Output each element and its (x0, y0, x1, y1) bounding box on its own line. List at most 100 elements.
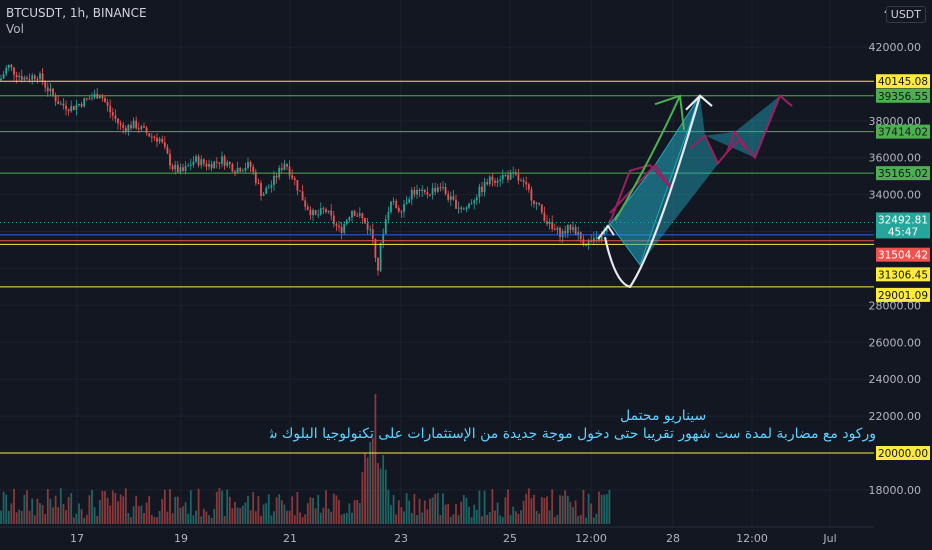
candle-body (179, 167, 182, 173)
candle-body (325, 208, 327, 212)
candle-body (501, 174, 504, 180)
volume-bar (543, 497, 546, 524)
candle-body (418, 189, 421, 191)
volume-bar (195, 510, 197, 524)
candle-body (135, 120, 138, 129)
x-tick-label: 12:00 (575, 532, 607, 545)
level-badge-label: 31504.42 (878, 250, 928, 262)
candle-body (52, 88, 54, 96)
candle-body (223, 156, 226, 166)
candle-body (44, 82, 47, 88)
candle-body (39, 73, 41, 80)
candle-body (189, 164, 192, 166)
volume-bar (13, 488, 15, 524)
volume-bar (314, 508, 317, 524)
volume-bar (348, 503, 351, 524)
volume-bar (114, 493, 117, 524)
candle-body (184, 165, 187, 171)
candle-body (327, 210, 330, 212)
volume-bar (340, 514, 343, 524)
candle-body (569, 224, 572, 230)
candle-body (306, 206, 309, 210)
volume-bar (257, 496, 260, 524)
candle-body (262, 193, 265, 196)
candle-body (338, 225, 340, 227)
candle-body (286, 163, 288, 167)
volume-bar (150, 514, 153, 524)
x-tick-label: 19 (174, 532, 188, 545)
candle-body (117, 118, 119, 124)
zigzag-path (689, 94, 793, 166)
zigzag-path (609, 163, 673, 223)
volume-bar (280, 500, 283, 524)
candle-body (145, 127, 148, 134)
candle-body (85, 98, 88, 100)
volume-bars (0, 394, 611, 524)
x-tick-label: Jul (822, 532, 836, 545)
volume-bar (512, 506, 515, 524)
volume-bar (533, 494, 535, 524)
candle-body (408, 199, 411, 203)
candle-body (330, 210, 333, 216)
candle-body (244, 167, 247, 171)
candle-body (429, 194, 431, 196)
volume-bar (101, 490, 104, 524)
volume-bar (267, 494, 270, 524)
volume-bar (109, 505, 112, 524)
candle-body (104, 98, 106, 103)
volume-bar (468, 506, 470, 524)
level-badge (876, 166, 930, 181)
candle-body (296, 180, 299, 191)
candle-body (150, 136, 153, 138)
volume-bar (322, 507, 325, 524)
candle-body (509, 172, 512, 180)
volume-bar (54, 495, 57, 524)
y-tick-label: 36000.00 (869, 152, 922, 165)
volume-bar (205, 511, 208, 524)
level-badge-label: 20000.00 (878, 448, 928, 460)
y-tick-label: 22000.00 (869, 410, 922, 423)
volume-bar (442, 493, 444, 524)
horizontal-levels[interactable] (0, 80, 874, 454)
volume-bar (475, 509, 478, 524)
candle-body (494, 180, 496, 183)
volume-bar (444, 504, 447, 524)
candle-body (416, 189, 418, 195)
candle-body (23, 77, 26, 80)
candle-body (288, 166, 291, 176)
candle-body (395, 200, 398, 208)
level-badge (876, 287, 930, 302)
volume-bar (608, 489, 611, 524)
volume-bar (111, 490, 114, 524)
volume-bar (75, 513, 78, 524)
candle-body (0, 78, 2, 81)
volume-bar (418, 498, 421, 524)
candle-body (390, 201, 392, 213)
volume-bar (174, 496, 177, 524)
level-badge (876, 267, 930, 282)
candle-body (78, 103, 80, 106)
volume-bar (179, 507, 182, 524)
volume-bar (41, 504, 44, 524)
volume-bar (361, 472, 364, 524)
volume-bar (83, 517, 86, 524)
candle-body (72, 106, 75, 110)
volume-bar (122, 496, 125, 524)
volume-bar (574, 500, 577, 524)
level-badge (876, 446, 930, 460)
currency-selector[interactable]: USDT (885, 6, 926, 23)
volume-bar (397, 500, 400, 524)
candle-body (483, 182, 486, 193)
candle-body (309, 209, 312, 216)
level-badge-label: 35165.02 (878, 168, 928, 180)
candle-body (252, 166, 255, 172)
annotation-text: وركود مع مضاربة لمدة ست شهور تقريبا حتى … (270, 426, 876, 442)
candle-body (444, 186, 447, 194)
projection-drawing[interactable] (597, 94, 793, 289)
volume-bar (556, 514, 559, 524)
volume-bar (119, 494, 122, 524)
candle-body (80, 103, 83, 107)
volume-bar (127, 512, 130, 524)
volume-bar (288, 510, 291, 524)
